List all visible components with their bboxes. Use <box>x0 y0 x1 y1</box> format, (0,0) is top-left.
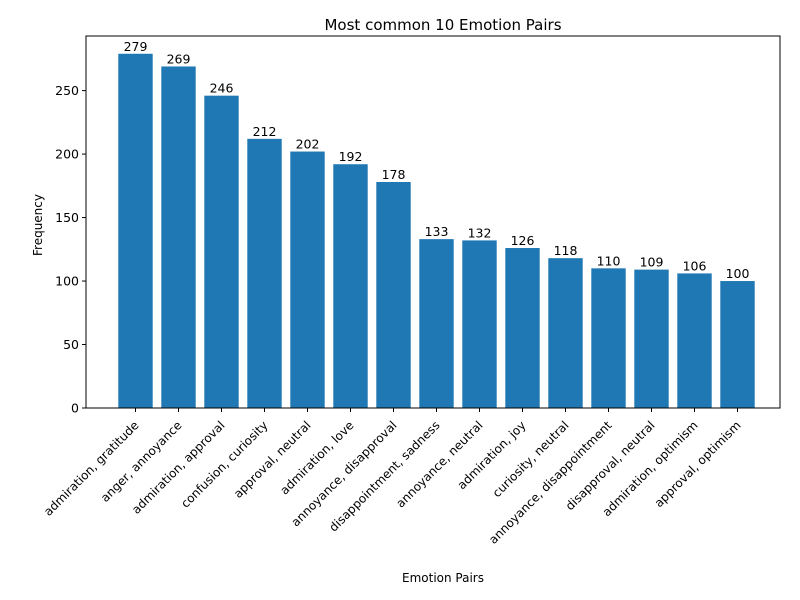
axes-frame <box>85 35 781 409</box>
data-label: 269 <box>167 51 191 66</box>
bar <box>247 138 282 408</box>
y-axis-label: Frequency <box>31 194 45 256</box>
data-label: 126 <box>511 233 535 248</box>
bar <box>333 164 368 408</box>
chart-title: Most common 10 Emotion Pairs <box>324 16 561 34</box>
y-tick-label: 200 <box>55 147 79 162</box>
bar <box>720 281 755 408</box>
y-tick-label: 100 <box>55 274 79 289</box>
bar <box>634 269 669 408</box>
x-tick-label: admiration, love <box>277 418 356 497</box>
data-label: 178 <box>382 167 406 182</box>
data-label: 133 <box>425 224 449 239</box>
bar <box>505 248 540 408</box>
y-tick-label: 50 <box>63 337 79 352</box>
x-tick-label: anger, annoyance <box>98 418 185 505</box>
data-label: 109 <box>640 255 664 270</box>
y-tick-label: 0 <box>71 401 79 416</box>
bar <box>548 258 583 408</box>
x-axis-label: Emotion Pairs <box>402 571 484 585</box>
y-tick-label: 250 <box>55 83 79 98</box>
bar <box>462 240 497 408</box>
data-label: 132 <box>468 225 492 240</box>
data-label: 100 <box>726 266 750 281</box>
data-label: 279 <box>124 39 148 54</box>
data-label: 246 <box>210 81 234 96</box>
data-label: 212 <box>253 124 277 139</box>
bar <box>419 239 454 408</box>
bar <box>290 151 325 409</box>
data-label: 202 <box>296 137 320 152</box>
y-tick-label: 150 <box>55 210 79 225</box>
data-label: 110 <box>597 253 621 268</box>
x-tick-label: approval, neutral <box>231 418 314 501</box>
bar <box>376 182 411 408</box>
data-label: 106 <box>683 258 707 273</box>
data-label: 192 <box>339 149 363 164</box>
bar <box>161 66 196 408</box>
bar <box>118 53 153 409</box>
bar <box>677 273 712 408</box>
bar <box>591 268 626 408</box>
x-tick-label: curiosity, neutral <box>490 418 572 500</box>
data-label: 118 <box>554 243 578 258</box>
bar <box>204 95 239 409</box>
x-tick-label: approval, optimism <box>652 418 744 510</box>
